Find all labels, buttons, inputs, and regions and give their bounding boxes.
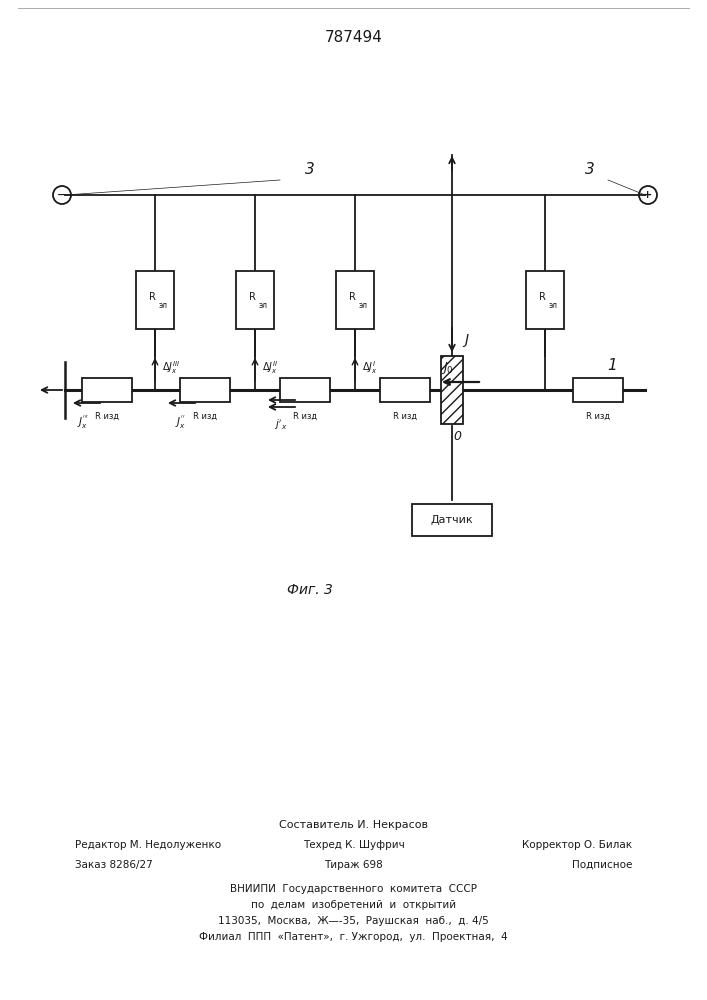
Text: Заказ 8286/27: Заказ 8286/27 bbox=[75, 860, 153, 870]
Bar bbox=[573, 378, 623, 402]
Text: 113035,  Москва,  Ж—-35,  Раушская  наб.,  д. 4/5: 113035, Москва, Ж—-35, Раушская наб., д.… bbox=[218, 916, 489, 926]
Text: 787494: 787494 bbox=[325, 30, 382, 45]
Text: R изд: R изд bbox=[95, 412, 119, 421]
Text: −: − bbox=[57, 190, 66, 200]
Text: $J_x^{''}$: $J_x^{''}$ bbox=[175, 414, 187, 431]
Text: R изд: R изд bbox=[293, 412, 317, 421]
Bar bbox=[441, 356, 463, 424]
Text: $J_0$: $J_0$ bbox=[440, 360, 453, 376]
Text: Подписное: Подписное bbox=[572, 860, 632, 870]
Text: $\Delta J_x^{I}$: $\Delta J_x^{I}$ bbox=[362, 360, 378, 376]
Text: $\Delta J_x^{III}$: $\Delta J_x^{III}$ bbox=[162, 360, 180, 376]
Bar bbox=[336, 271, 374, 329]
Text: эл: эл bbox=[549, 300, 558, 310]
Text: эл: эл bbox=[158, 300, 168, 310]
Text: Корректор О. Билак: Корректор О. Билак bbox=[522, 840, 632, 850]
Bar bbox=[412, 504, 492, 536]
Text: +: + bbox=[643, 190, 653, 200]
Text: R изд: R изд bbox=[393, 412, 417, 421]
Text: $j'_x$: $j'_x$ bbox=[274, 418, 288, 432]
Text: R: R bbox=[349, 292, 356, 302]
Bar bbox=[280, 378, 330, 402]
Bar bbox=[82, 378, 132, 402]
Bar bbox=[136, 271, 174, 329]
Text: 3: 3 bbox=[585, 162, 595, 178]
Text: Техред К. Шуфрич: Техред К. Шуфрич bbox=[303, 840, 404, 850]
Bar bbox=[526, 271, 564, 329]
Text: R: R bbox=[539, 292, 545, 302]
Text: по  делам  изобретений  и  открытий: по делам изобретений и открытий bbox=[251, 900, 456, 910]
Text: 0: 0 bbox=[453, 430, 461, 443]
Text: 3: 3 bbox=[305, 162, 315, 178]
Text: R изд: R изд bbox=[193, 412, 217, 421]
Text: эл: эл bbox=[358, 300, 368, 310]
Text: Редактор М. Недолуженко: Редактор М. Недолуженко bbox=[75, 840, 221, 850]
Text: Датчик: Датчик bbox=[431, 515, 473, 525]
Text: 1: 1 bbox=[607, 358, 617, 372]
Text: J: J bbox=[464, 333, 468, 347]
Text: Тираж 698: Тираж 698 bbox=[324, 860, 383, 870]
Text: R: R bbox=[249, 292, 255, 302]
Text: $\Delta J_x^{II}$: $\Delta J_x^{II}$ bbox=[262, 360, 278, 376]
Bar bbox=[180, 378, 230, 402]
Bar bbox=[380, 378, 430, 402]
Text: R: R bbox=[148, 292, 156, 302]
Text: Составитель И. Некрасов: Составитель И. Некрасов bbox=[279, 820, 428, 830]
Text: эл: эл bbox=[259, 300, 267, 310]
Text: Филиал  ППП  «Патент»,  г. Ужгород,  ул.  Проектная,  4: Филиал ППП «Патент», г. Ужгород, ул. Про… bbox=[199, 932, 508, 942]
Text: R изд: R изд bbox=[586, 412, 610, 421]
Bar bbox=[236, 271, 274, 329]
Text: ВНИИПИ  Государственного  комитета  СССР: ВНИИПИ Государственного комитета СССР bbox=[230, 884, 477, 894]
Text: Фиг. 3: Фиг. 3 bbox=[287, 583, 333, 597]
Text: $J_x^{'''}$: $J_x^{'''}$ bbox=[77, 414, 89, 431]
